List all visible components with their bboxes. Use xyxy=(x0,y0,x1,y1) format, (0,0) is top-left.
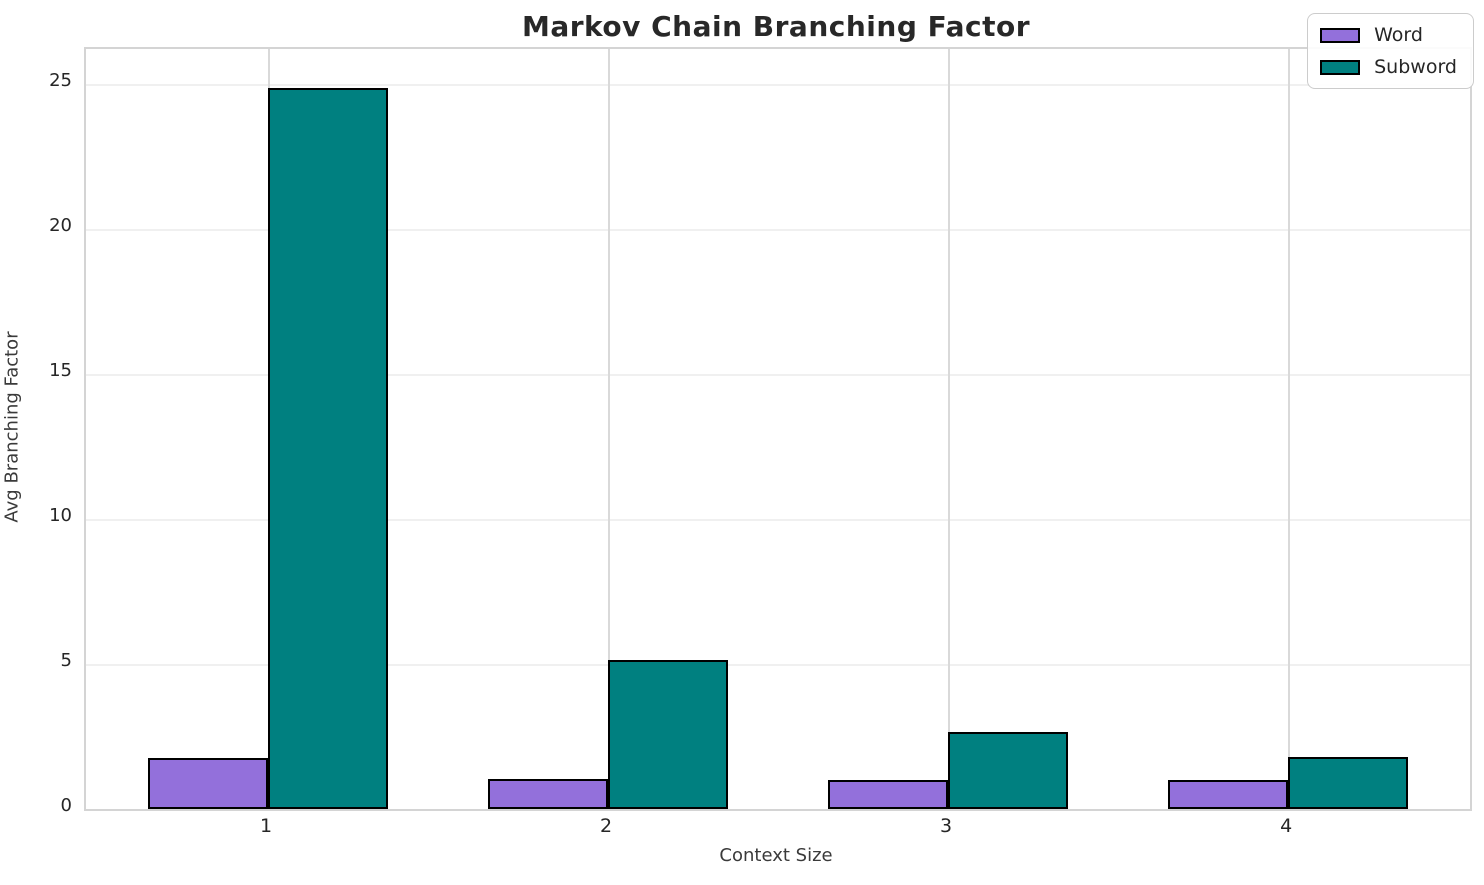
ytick-label-10: 10 xyxy=(49,504,72,526)
legend-swatch-word xyxy=(1320,27,1361,43)
legend-label-subword: Subword xyxy=(1374,56,1457,78)
bar-word-context-4 xyxy=(1168,779,1289,809)
plot-area xyxy=(84,47,1472,811)
chart-title: Markov Chain Branching Factor xyxy=(521,10,1031,43)
bar-subword-context-4 xyxy=(1288,756,1409,809)
legend-item-word: Word xyxy=(1320,24,1457,46)
x-axis-label: Context Size xyxy=(719,845,833,866)
xtick-label-3: 3 xyxy=(940,815,953,837)
ytick-label-15: 15 xyxy=(49,359,72,381)
ytick-label-5: 5 xyxy=(60,649,72,671)
bar-word-context-2 xyxy=(488,778,609,809)
xtick-label-4: 4 xyxy=(1280,815,1293,837)
gridline-x-3 xyxy=(948,49,951,809)
legend-swatch-subword xyxy=(1320,59,1361,75)
gridline-y-5 xyxy=(86,663,1470,666)
bar-word-context-3 xyxy=(828,779,949,809)
gridline-y-20 xyxy=(86,228,1470,231)
gridline-x-4 xyxy=(1288,49,1291,809)
bar-subword-context-1 xyxy=(267,88,388,809)
ytick-label-20: 20 xyxy=(49,214,72,236)
gridline-y-10 xyxy=(86,518,1470,521)
ytick-label-0: 0 xyxy=(60,795,72,816)
xtick-label-2: 2 xyxy=(599,815,613,837)
legend-item-subword: Subword xyxy=(1320,56,1457,78)
bar-subword-context-3 xyxy=(948,732,1069,809)
legend-label-word: Word xyxy=(1374,24,1423,46)
gridline-y-25 xyxy=(86,83,1470,86)
xtick-label-1: 1 xyxy=(259,815,273,837)
legend: Word Subword xyxy=(1307,13,1474,89)
gridline-y-15 xyxy=(86,373,1470,376)
bar-word-context-1 xyxy=(147,758,268,809)
gridline-x-2 xyxy=(608,49,611,809)
bar-subword-context-2 xyxy=(608,659,729,809)
ytick-label-25: 25 xyxy=(49,69,72,91)
